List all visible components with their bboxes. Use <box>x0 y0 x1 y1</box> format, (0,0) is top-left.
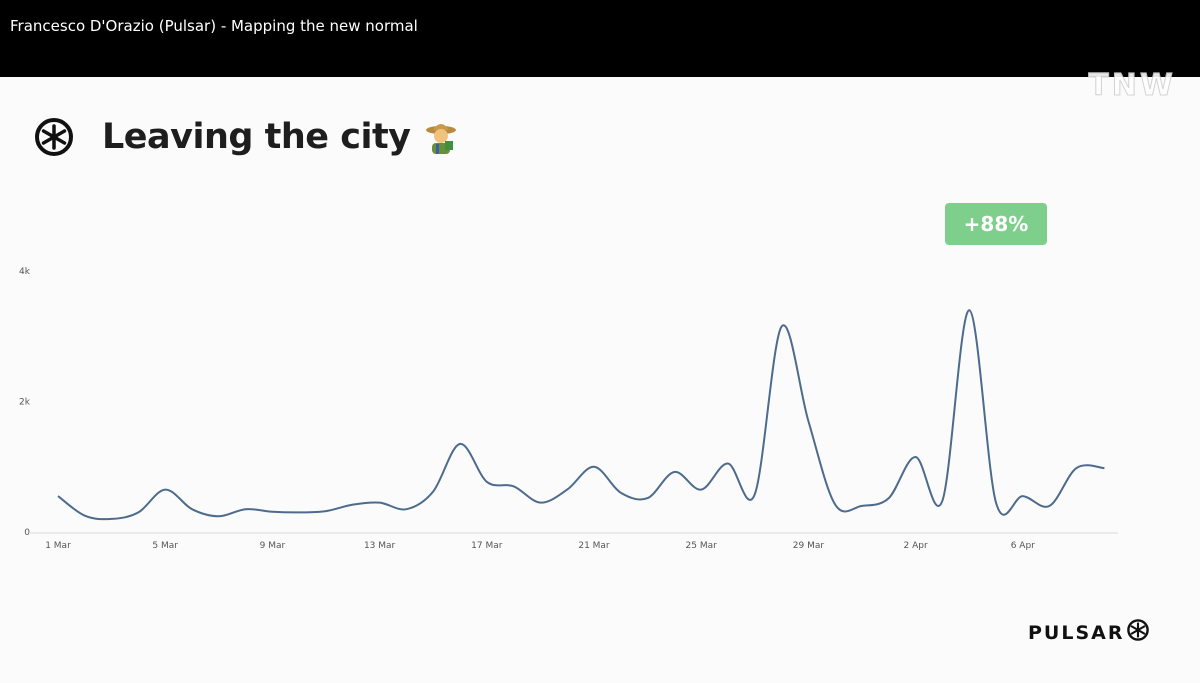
x-tick-label: 25 Mar <box>686 541 718 551</box>
x-tick-label: 1 Mar <box>45 541 71 551</box>
brand-wordmark: PULSAR <box>1028 622 1125 644</box>
tnw-watermark-logo: TNW <box>1088 68 1176 104</box>
x-tick-label: 29 Mar <box>793 541 825 551</box>
y-tick-label: 2k <box>19 398 31 408</box>
x-tick-label: 21 Mar <box>578 541 610 551</box>
farmer-emoji-icon <box>425 124 456 154</box>
line-chart: 0 2k 4k 1 Mar 5 Mar 9 Mar 13 Mar 17 Mar 21 Mar 25… <box>19 267 1118 551</box>
series-line <box>57 309 1105 521</box>
pulsar-logo-icon <box>1127 619 1150 641</box>
x-tick-label: 13 Mar <box>364 541 396 551</box>
video-title-bar: Francesco D'Orazio (Pulsar) - Mapping th… <box>0 0 1200 77</box>
video-title: Francesco D'Orazio (Pulsar) - Mapping th… <box>10 17 418 35</box>
y-tick-label: 4k <box>19 267 31 277</box>
x-tick-label: 5 Mar <box>152 541 178 551</box>
slide-title: Leaving the city <box>102 117 411 157</box>
x-tick-label: 9 Mar <box>260 541 286 551</box>
growth-badge: +88% <box>945 203 1047 245</box>
y-tick-label: 0 <box>24 528 30 538</box>
x-tick-label: 2 Apr <box>904 541 928 551</box>
presentation-slide <box>0 77 1200 683</box>
x-tick-label: 6 Apr <box>1011 541 1035 551</box>
brand-footer: PULSAR <box>1028 619 1150 644</box>
pulsar-logo-icon <box>35 118 73 156</box>
x-tick-label: 17 Mar <box>471 541 503 551</box>
slide-heading: Leaving the city <box>34 117 459 157</box>
